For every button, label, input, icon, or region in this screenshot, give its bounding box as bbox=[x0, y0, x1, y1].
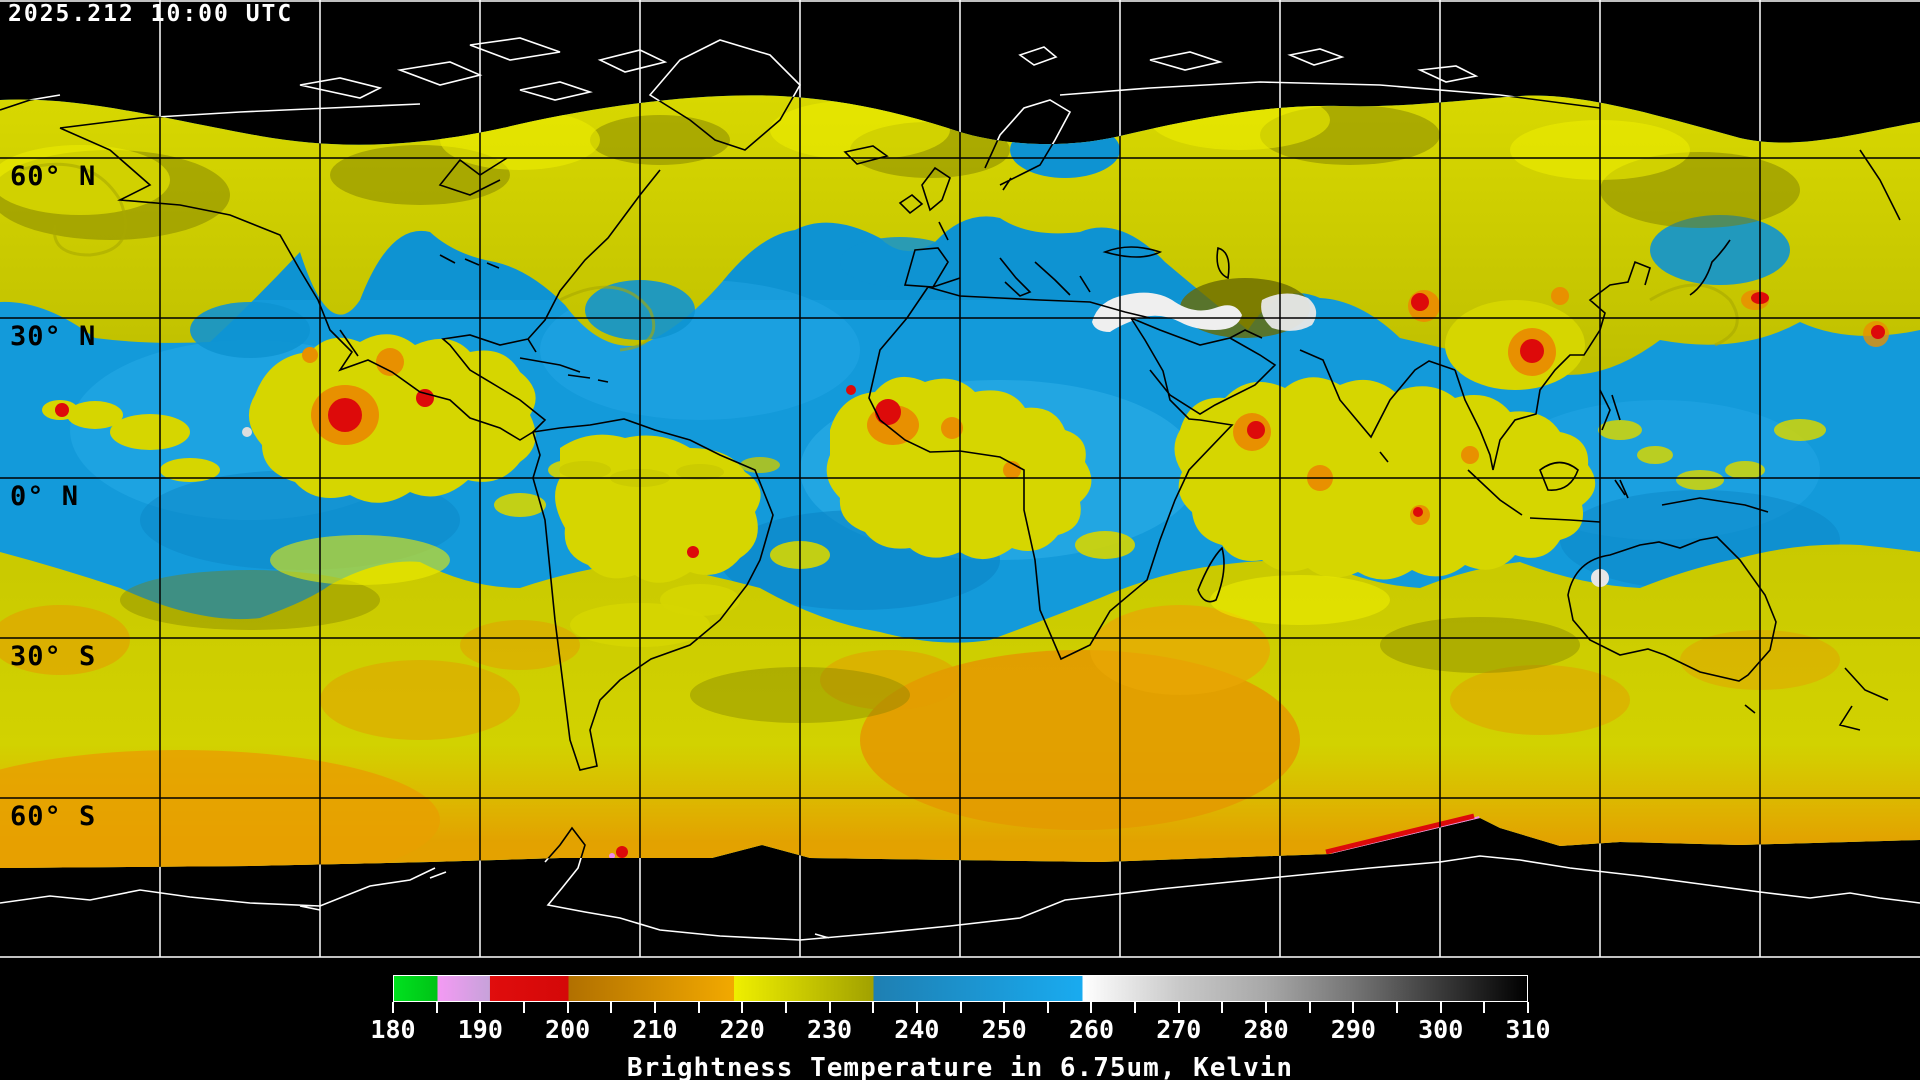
colorbar-tick-label: 200 bbox=[545, 1015, 591, 1044]
moisture-swirls bbox=[19, 162, 1739, 352]
colorbar-tick bbox=[1527, 1002, 1529, 1013]
latitude-label: 30° S bbox=[10, 641, 97, 672]
colorbar-tick bbox=[784, 1002, 787, 1013]
colorbar-tick-label: 210 bbox=[632, 1015, 678, 1044]
world-map-canvas bbox=[0, 0, 1920, 958]
graticule-on-data bbox=[0, 95, 1920, 869]
colorbar-tick bbox=[566, 1002, 569, 1013]
colorbar-tick bbox=[1177, 1002, 1180, 1013]
colorbar-tick-label: 260 bbox=[1068, 1015, 1115, 1044]
colorbar-tick bbox=[1090, 1002, 1093, 1013]
colorbar-tick-label: 230 bbox=[806, 1015, 853, 1044]
colorbar-tick bbox=[1003, 1002, 1006, 1013]
colorbar-tick bbox=[741, 1002, 744, 1013]
colorbar-tick-label: 220 bbox=[719, 1015, 765, 1044]
colorbar-tick bbox=[872, 1002, 875, 1013]
colorbar-tick bbox=[1439, 1002, 1442, 1013]
colorbar-tick bbox=[1221, 1002, 1224, 1013]
colorbar-tick-label: 270 bbox=[1156, 1015, 1202, 1044]
colorbar-tick-label: 240 bbox=[894, 1015, 940, 1044]
colorbar-tick-label: 190 bbox=[457, 1015, 503, 1044]
colorbar-caption: Brightness Temperature in 6.75um, Kelvin bbox=[626, 1053, 1294, 1080]
colorbar-tick bbox=[1134, 1002, 1137, 1013]
colorbar-tick-label: 180 bbox=[370, 1015, 416, 1044]
colorbar-tick bbox=[653, 1002, 656, 1013]
colorbar-tick bbox=[828, 1002, 831, 1013]
latitude-label: 30° N bbox=[10, 321, 97, 352]
colorbar bbox=[393, 975, 1528, 1002]
colorbar-tick bbox=[392, 1002, 394, 1013]
colorbar-tick-label: 300 bbox=[1418, 1015, 1464, 1044]
colorbar-tick bbox=[1265, 1002, 1268, 1013]
colorbar-tick bbox=[1483, 1002, 1486, 1013]
colorbar-tick bbox=[1308, 1002, 1311, 1013]
latitude-label: 60° N bbox=[10, 161, 97, 192]
colorbar-tick bbox=[959, 1002, 962, 1013]
colorbar-tick-label: 280 bbox=[1243, 1015, 1289, 1044]
colorbar-tick bbox=[1352, 1002, 1355, 1013]
colorbar-tick bbox=[479, 1002, 482, 1013]
colorbar-legend: 180 190 200 210 220 230 240 250 260 270 280 290 300 3… bbox=[0, 958, 1920, 1080]
colorbar-tick bbox=[435, 1002, 438, 1013]
colorbar-tick bbox=[1046, 1002, 1049, 1013]
data-swath bbox=[0, 95, 1920, 869]
colorbar-tick bbox=[610, 1002, 613, 1013]
colorbar-tick-label: 250 bbox=[981, 1015, 1027, 1044]
colorbar-tick-label: 310 bbox=[1505, 1015, 1551, 1044]
colorbar-tick bbox=[915, 1002, 918, 1013]
cold-cloud-cores bbox=[55, 287, 1889, 558]
latitude-label: 60° S bbox=[10, 801, 97, 832]
colorbar-tick bbox=[522, 1002, 525, 1013]
latitude-label: 0° N bbox=[10, 481, 80, 512]
colorbar-tick bbox=[1396, 1002, 1399, 1013]
colorbar-tick-label: 290 bbox=[1330, 1015, 1376, 1044]
colorbar-tick bbox=[697, 1002, 700, 1013]
